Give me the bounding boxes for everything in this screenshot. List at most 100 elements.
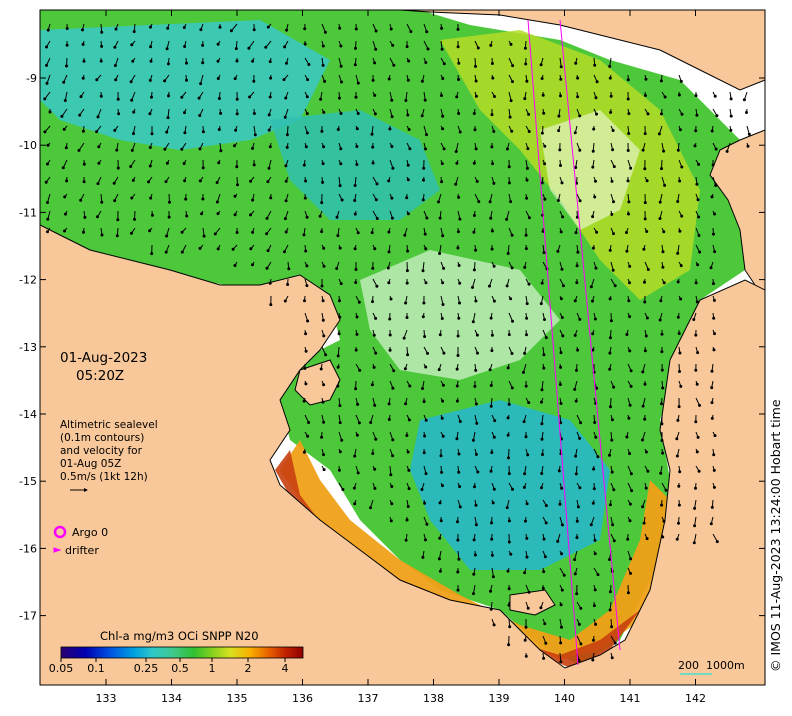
velocity-arrow-head	[217, 97, 221, 100]
velocity-arrow-head	[559, 164, 562, 167]
velocity-arrow-head	[229, 29, 233, 33]
velocity-arrow-head	[184, 197, 188, 201]
altimetry-note-line: 01-Aug 05Z	[60, 458, 121, 470]
velocity-arrow-head	[321, 318, 325, 322]
velocity-arrow-head	[644, 486, 648, 490]
velocity-arrow-head	[492, 623, 496, 627]
velocity-arrow-head	[646, 469, 650, 473]
velocity-arrow-head	[560, 588, 564, 592]
velocity-arrow-head	[390, 216, 394, 220]
velocity-arrow-head	[592, 604, 596, 608]
velocity-arrow-head	[525, 196, 529, 200]
velocity-arrow-head	[353, 63, 357, 67]
velocity-arrow-head	[114, 27, 118, 31]
velocity-arrow-head	[489, 316, 493, 320]
velocity-arrow-head	[523, 638, 527, 642]
velocity-arrow-head	[629, 571, 632, 575]
velocity-arrow-head	[458, 420, 462, 423]
velocity-arrow-head	[182, 26, 186, 29]
velocity-arrow-head	[489, 43, 493, 47]
velocity-arrow-head	[386, 266, 390, 270]
velocity-arrow-head	[505, 284, 509, 288]
velocity-arrow-head	[694, 420, 698, 424]
velocity-arrow-head	[522, 420, 526, 424]
velocity-arrow-head	[302, 163, 306, 167]
velocity-arrow-head	[709, 522, 713, 526]
velocity-arrow-head	[680, 112, 684, 116]
velocity-arrow-head	[322, 334, 326, 338]
velocity-arrow-head	[692, 318, 696, 321]
velocity-arrow-head	[492, 181, 496, 185]
velocity-arrow-head	[421, 387, 424, 390]
velocity-arrow-head	[662, 149, 666, 153]
velocity-arrow-head	[337, 332, 341, 336]
velocity-arrow-head	[509, 42, 513, 46]
velocity-arrow-head	[251, 263, 254, 267]
velocity-arrow-head	[437, 200, 440, 204]
velocity-arrow-head	[287, 267, 291, 271]
velocity-arrow-head	[356, 112, 360, 115]
velocity-arrow-head	[560, 486, 564, 490]
velocity-arrow-head	[406, 505, 410, 508]
velocity-arrow-head	[641, 404, 645, 408]
velocity-arrow-head	[541, 586, 545, 590]
velocity-arrow-head	[474, 368, 478, 372]
velocity-arrow-head	[303, 27, 307, 31]
velocity-arrow-head	[525, 178, 529, 182]
velocity-arrow-head	[374, 29, 378, 33]
velocity-arrow-head	[198, 246, 202, 250]
velocity-arrow-head	[591, 165, 595, 169]
velocity-arrow-head	[489, 469, 493, 473]
velocity-arrow-head	[304, 249, 308, 253]
velocity-arrow-head	[509, 99, 513, 103]
land-arnhem-land	[40, 224, 765, 685]
longitude-tick-label: 137	[358, 692, 379, 705]
velocity-arrow-head	[542, 111, 546, 115]
velocity-arrow-head	[643, 382, 647, 386]
velocity-arrow-head	[643, 201, 647, 205]
velocity-arrow-head	[352, 486, 356, 490]
velocity-arrow-head	[474, 147, 478, 151]
velocity-arrow-head	[523, 265, 527, 269]
velocity-arrow-head	[421, 269, 425, 273]
velocity-arrow-head	[183, 45, 187, 48]
velocity-arrow-head	[558, 502, 562, 506]
time-label: 05:20Z	[76, 368, 124, 384]
velocity-arrow-head	[408, 147, 412, 151]
velocity-arrow-head	[130, 231, 133, 235]
velocity-arrow-head	[389, 297, 393, 301]
velocity-arrow-head	[489, 384, 493, 387]
velocity-arrow-head	[339, 147, 343, 151]
velocity-arrow-head	[183, 179, 187, 183]
velocity-arrow-head	[641, 438, 644, 442]
velocity-arrow-head	[96, 115, 100, 119]
velocity-arrow-head	[455, 399, 459, 403]
velocity-arrow-head	[493, 419, 497, 423]
velocity-arrow-head	[63, 195, 67, 199]
velocity-arrow-head	[626, 78, 630, 82]
velocity-arrow-head	[592, 127, 596, 131]
velocity-arrow-head	[559, 351, 563, 355]
velocity-arrow-head	[696, 351, 700, 355]
velocity-arrow-head	[511, 487, 514, 491]
velocity-arrow-head	[371, 161, 375, 165]
velocity-arrow-head	[405, 269, 409, 273]
velocity-arrow-head	[373, 486, 377, 490]
velocity-arrow-head	[523, 351, 527, 355]
velocity-arrow-head	[253, 133, 257, 137]
velocity-arrow-head	[540, 486, 543, 490]
velocity-arrow-head	[421, 555, 425, 559]
velocity-arrow-head	[510, 233, 514, 237]
velocity-arrow-head	[562, 573, 566, 577]
velocity-arrow-head	[596, 573, 600, 577]
velocity-arrow-head	[148, 78, 152, 82]
velocity-arrow-head	[456, 570, 460, 574]
velocity-arrow-head	[249, 213, 252, 217]
velocity-arrow-head	[302, 399, 306, 403]
velocity-arrow-head	[509, 297, 513, 301]
velocity-arrow-head	[475, 421, 479, 425]
velocity-arrow-head	[595, 112, 598, 116]
velocity-arrow-head	[576, 505, 580, 509]
velocity-arrow-head	[81, 28, 84, 32]
velocity-arrow-head	[694, 486, 697, 490]
